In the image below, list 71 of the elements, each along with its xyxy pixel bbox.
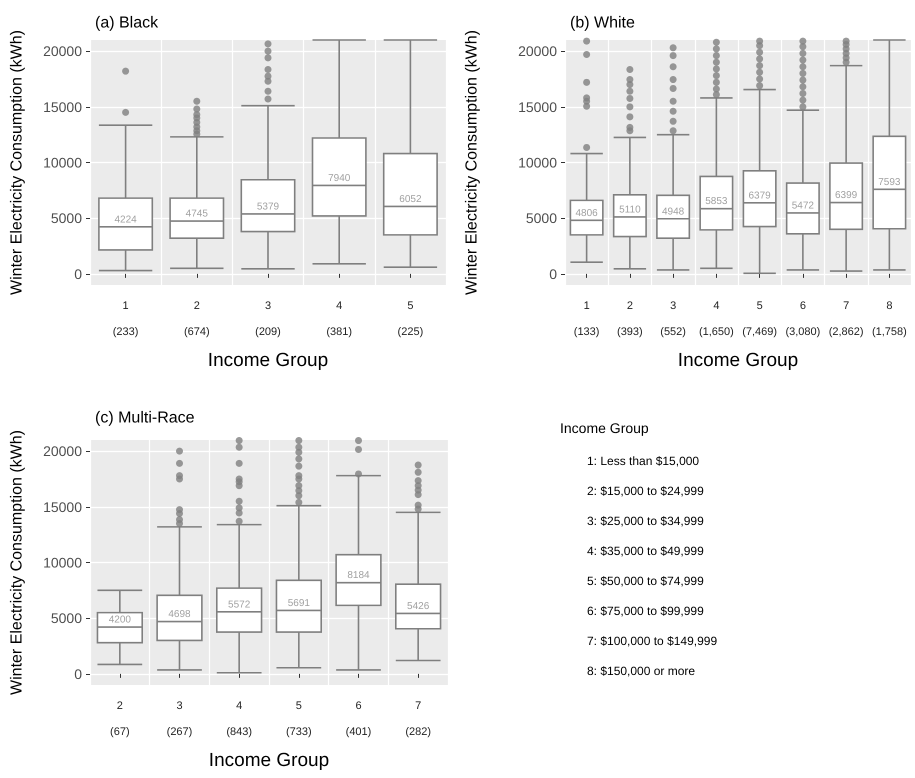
- y-tick-label: 0: [74, 666, 82, 682]
- text: 8184: [347, 570, 370, 582]
- y-tick-label: 20000: [43, 443, 82, 460]
- text: 6052: [399, 194, 422, 205]
- category-label: 2 (67): [110, 700, 130, 738]
- category-label: 7 (2,862): [828, 300, 864, 338]
- y-axis-title: Winter Electricity Consumption (kWh): [8, 430, 26, 695]
- text: 4224: [114, 214, 137, 226]
- category-label: 3 (267): [166, 700, 192, 738]
- category-label: 3 (552): [660, 300, 686, 338]
- text: 7: $100,000 to $149,999: [587, 633, 718, 650]
- text: 5691: [288, 598, 310, 609]
- y-axis-title: Winter Electricity Consumption (kWh): [8, 30, 26, 295]
- category-label: 4 (1,650): [698, 300, 734, 338]
- category-label: 8 (1,758): [872, 300, 907, 338]
- text: 6379: [748, 190, 771, 202]
- y-tick-label: 15000: [43, 498, 82, 515]
- y-tick-label: 0: [74, 266, 82, 282]
- text: 3: $25,000 to $34,999: [587, 513, 705, 530]
- y-tick-label: 20000: [518, 43, 558, 60]
- text: 4200: [108, 614, 131, 626]
- text: 4948: [662, 206, 684, 218]
- text: 1: Less than $15,000: [587, 453, 700, 470]
- chart-title: (c) Multi-Race: [95, 410, 195, 426]
- y-tick-label: 10000: [518, 154, 558, 170]
- text: 6: $75,000 to $99,999: [587, 603, 705, 620]
- text: 5853: [705, 196, 728, 208]
- text: 2: $15,000 to $24,999: [587, 483, 705, 500]
- y-axis-title: Winter Electricity Consumption (kWh): [464, 30, 480, 295]
- text: 4806: [576, 208, 598, 219]
- category-label: 3 (209): [255, 300, 281, 338]
- text: 4: $35,000 to $49,999: [587, 543, 705, 560]
- y-tick-label: 15000: [43, 98, 82, 115]
- category-label: 6 (3,080): [785, 300, 820, 338]
- text: 4698: [168, 609, 191, 620]
- y-tick-label: 5000: [50, 610, 82, 626]
- text: 7940: [328, 172, 350, 184]
- text: Income Group: [560, 420, 650, 436]
- y-tick-label: 20000: [43, 43, 82, 60]
- category-label: 4 (381): [326, 300, 352, 338]
- text: 7593: [878, 176, 900, 188]
- text: 5472: [792, 200, 814, 212]
- category-label: 5 (733): [286, 700, 312, 738]
- category-label: 4 (843): [226, 700, 252, 738]
- x-axis-title: Income Group: [678, 350, 798, 371]
- category-label: 1 (133): [574, 300, 600, 338]
- y-tick-label: 5000: [526, 210, 558, 226]
- text: 8: $150,000 or more: [587, 663, 696, 680]
- y-tick-label: 15000: [518, 98, 558, 115]
- y-tick-label: 10000: [43, 554, 82, 570]
- text: 5: $50,000 to $74,999: [587, 573, 705, 590]
- text: 5379: [256, 201, 280, 212]
- text: 6399: [835, 190, 858, 202]
- category-label: 5 (225): [398, 300, 424, 338]
- y-tick-label: 0: [549, 266, 558, 282]
- text: 5572: [228, 599, 250, 610]
- y-tick-label: 10000: [43, 154, 82, 170]
- category-label: 1 (233): [112, 300, 138, 338]
- x-axis-title: Income Group: [208, 350, 328, 371]
- category-label: 6 (401): [346, 700, 372, 738]
- category-label: 2 (393): [617, 300, 643, 338]
- chart-title: (b) White: [570, 14, 635, 32]
- category-label: 2 (674): [184, 300, 210, 338]
- x-axis-title: Income Group: [208, 750, 330, 771]
- chart-title: (a) Black: [95, 14, 160, 32]
- y-tick-label: 5000: [50, 210, 82, 226]
- text: 5110: [619, 204, 641, 216]
- text: 5426: [407, 600, 430, 612]
- category-label: 5 (7,469): [742, 300, 778, 338]
- category-label: 7 (282): [405, 700, 432, 738]
- text: 4745: [186, 208, 208, 220]
